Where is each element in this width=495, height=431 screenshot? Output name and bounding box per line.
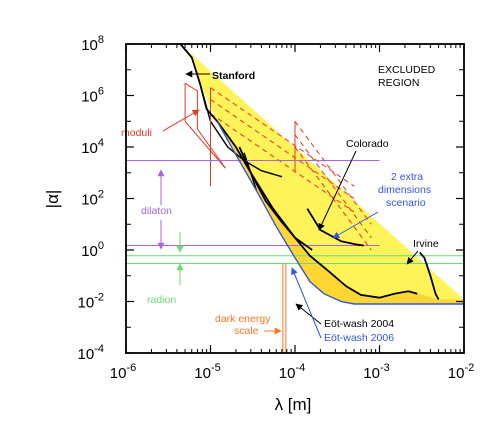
2-extra-dimensions-scenario-segment-1: [210, 87, 355, 187]
y-tick-exponent: 4: [98, 137, 104, 149]
y-tick-exponent: 6: [98, 86, 104, 98]
annotation-arrow-dimensions: [332, 211, 379, 239]
y-tick-exponent: 8: [98, 34, 104, 46]
y-tick-label: 108: [81, 34, 104, 54]
annotation-dimensions: dimensions: [378, 184, 431, 196]
y-tick-exponent: -2: [94, 292, 104, 304]
x-tick-label: 10-4: [279, 362, 305, 382]
y-tick-label: 10-2: [78, 292, 104, 312]
y-axis-title: |α|: [43, 190, 62, 209]
e-t-wash-2006-curve: [216, 120, 464, 305]
x-axis-title: λ [m]: [275, 395, 312, 414]
colorado-curve: [306, 208, 364, 247]
annotation-irvine: Irvine: [413, 238, 439, 250]
annotation-arrow-moduli: [162, 109, 200, 132]
excluded-region-fill: [180, 44, 464, 300]
x-tick-label: 10-5: [194, 362, 220, 382]
x-tick-label: 10-2: [448, 362, 474, 382]
e-t-wash-2004-curve: [238, 146, 313, 251]
irvine-curve: [419, 251, 440, 300]
annotation-arrow-e-t-wash-2004: [295, 303, 322, 325]
annotation-radion: radion: [147, 294, 176, 306]
annotation-scenario: scenario: [386, 197, 426, 209]
annotation-arrow-e-t-wash-2006: [291, 267, 322, 339]
x-tick-exponent: -2: [464, 362, 474, 374]
x-tick-label: 10-3: [363, 362, 389, 382]
x-tick-label: 10-6: [110, 362, 136, 382]
y-tick-label: 102: [81, 189, 104, 209]
y-tick-label: 100: [81, 240, 104, 260]
2-extra-dimensions-scenario-segment-3: [210, 113, 355, 213]
annotation-arrow-colorado: [318, 150, 357, 231]
excluded-region-label-line2: REGION: [378, 77, 419, 89]
x-tick-exponent: -6: [126, 362, 136, 374]
2-extra-dimensions-scenario-segment-5: [294, 134, 372, 238]
y-tick-label: 10-4: [78, 343, 104, 363]
moduli-segment-2: [184, 83, 226, 169]
annotation-2-extra: 2 extra: [391, 171, 423, 183]
annotation-colorado: Colorado: [346, 138, 389, 150]
y-tick-label: 104: [81, 137, 104, 157]
annotation-arrow-irvine: [406, 250, 419, 265]
2-extra-dimensions-scenario-segment-6: [294, 146, 372, 251]
annotation-e-t-wash-2004: Eöt-wash 2004: [324, 318, 394, 330]
x-tick-exponent: -3: [380, 362, 390, 374]
x-tick-exponent: -4: [295, 362, 305, 374]
y-tick-exponent: 0: [98, 240, 104, 252]
y-tick-label: 106: [81, 86, 104, 106]
y-tick-exponent: -4: [94, 343, 104, 355]
annotation-stanford: Stanford: [212, 70, 255, 82]
excluded-region-label-line1: EXCLUDED: [378, 64, 436, 76]
annotation-dark-energy: dark energy: [215, 313, 271, 325]
y-tick-exponent: 2: [98, 189, 104, 201]
annotation-moduli: moduli: [121, 127, 152, 139]
annotation-dilaton: dilaton: [141, 205, 172, 217]
annotation-scale: scale: [234, 325, 259, 337]
x-tick-exponent: -5: [211, 362, 221, 374]
2-extra-dimensions-scenario-segment-4: [294, 121, 372, 225]
annotation-e-t-wash-2006: Eöt-wash 2006: [324, 332, 394, 344]
